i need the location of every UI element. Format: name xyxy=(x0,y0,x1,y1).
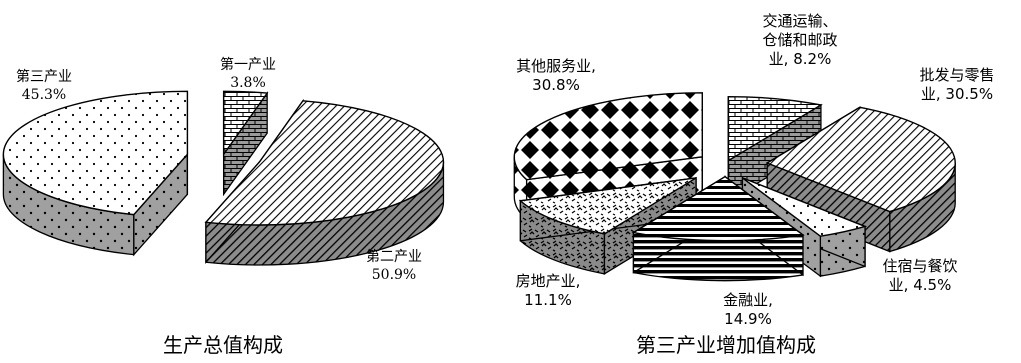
pie-slice-第一产业 xyxy=(222,90,269,157)
chart-title-1: 第三产业增加值构成 xyxy=(636,333,816,357)
data-label-其他服务业: 其他服务业, 30.8% xyxy=(516,57,596,94)
data-label-交通运输-仓储和邮政业: 交通运输、仓储和邮政业, 8.2% xyxy=(762,12,837,68)
data-label-第二产业: 第二产业 50.9% xyxy=(366,248,422,283)
pie-slice-房地产业 xyxy=(518,177,697,235)
data-label-房地产业: 房地产业, 11.1% xyxy=(516,272,581,309)
pie-slice-第三产业 xyxy=(2,90,189,216)
pie-slice-交通运输-仓储和邮政业 xyxy=(727,95,823,162)
data-label-批发与零售业: 批发与零售业, 30.5% xyxy=(919,66,994,103)
chart-title-0: 生产总值构成 xyxy=(163,333,283,357)
chart-labels: 第一产业 3.8% 第二产业 50.9% 第三产业 45.3% 生产总值构成 交通运输、仓储和… xyxy=(16,12,995,357)
pie-slice-批发与零售业 xyxy=(765,106,956,213)
pie-slice-第二产业 xyxy=(204,100,445,226)
data-label-住宿与餐饮业: 住宿与餐饮业, 4.5% xyxy=(882,257,957,294)
data-label-第三产业: 第三产业 45.3% xyxy=(16,68,72,103)
gdp-structure-pie xyxy=(2,90,445,266)
pie-slice-住宿与餐饮业 xyxy=(742,177,868,237)
pie-slice-金融业 xyxy=(631,175,805,242)
data-label-第一产业: 第一产业 3.8% xyxy=(220,56,276,91)
data-label-金融业: 金融业, 14.9% xyxy=(723,291,773,328)
pie-slice-其他服务业 xyxy=(513,92,703,181)
tertiary-industry-pie xyxy=(513,92,956,282)
